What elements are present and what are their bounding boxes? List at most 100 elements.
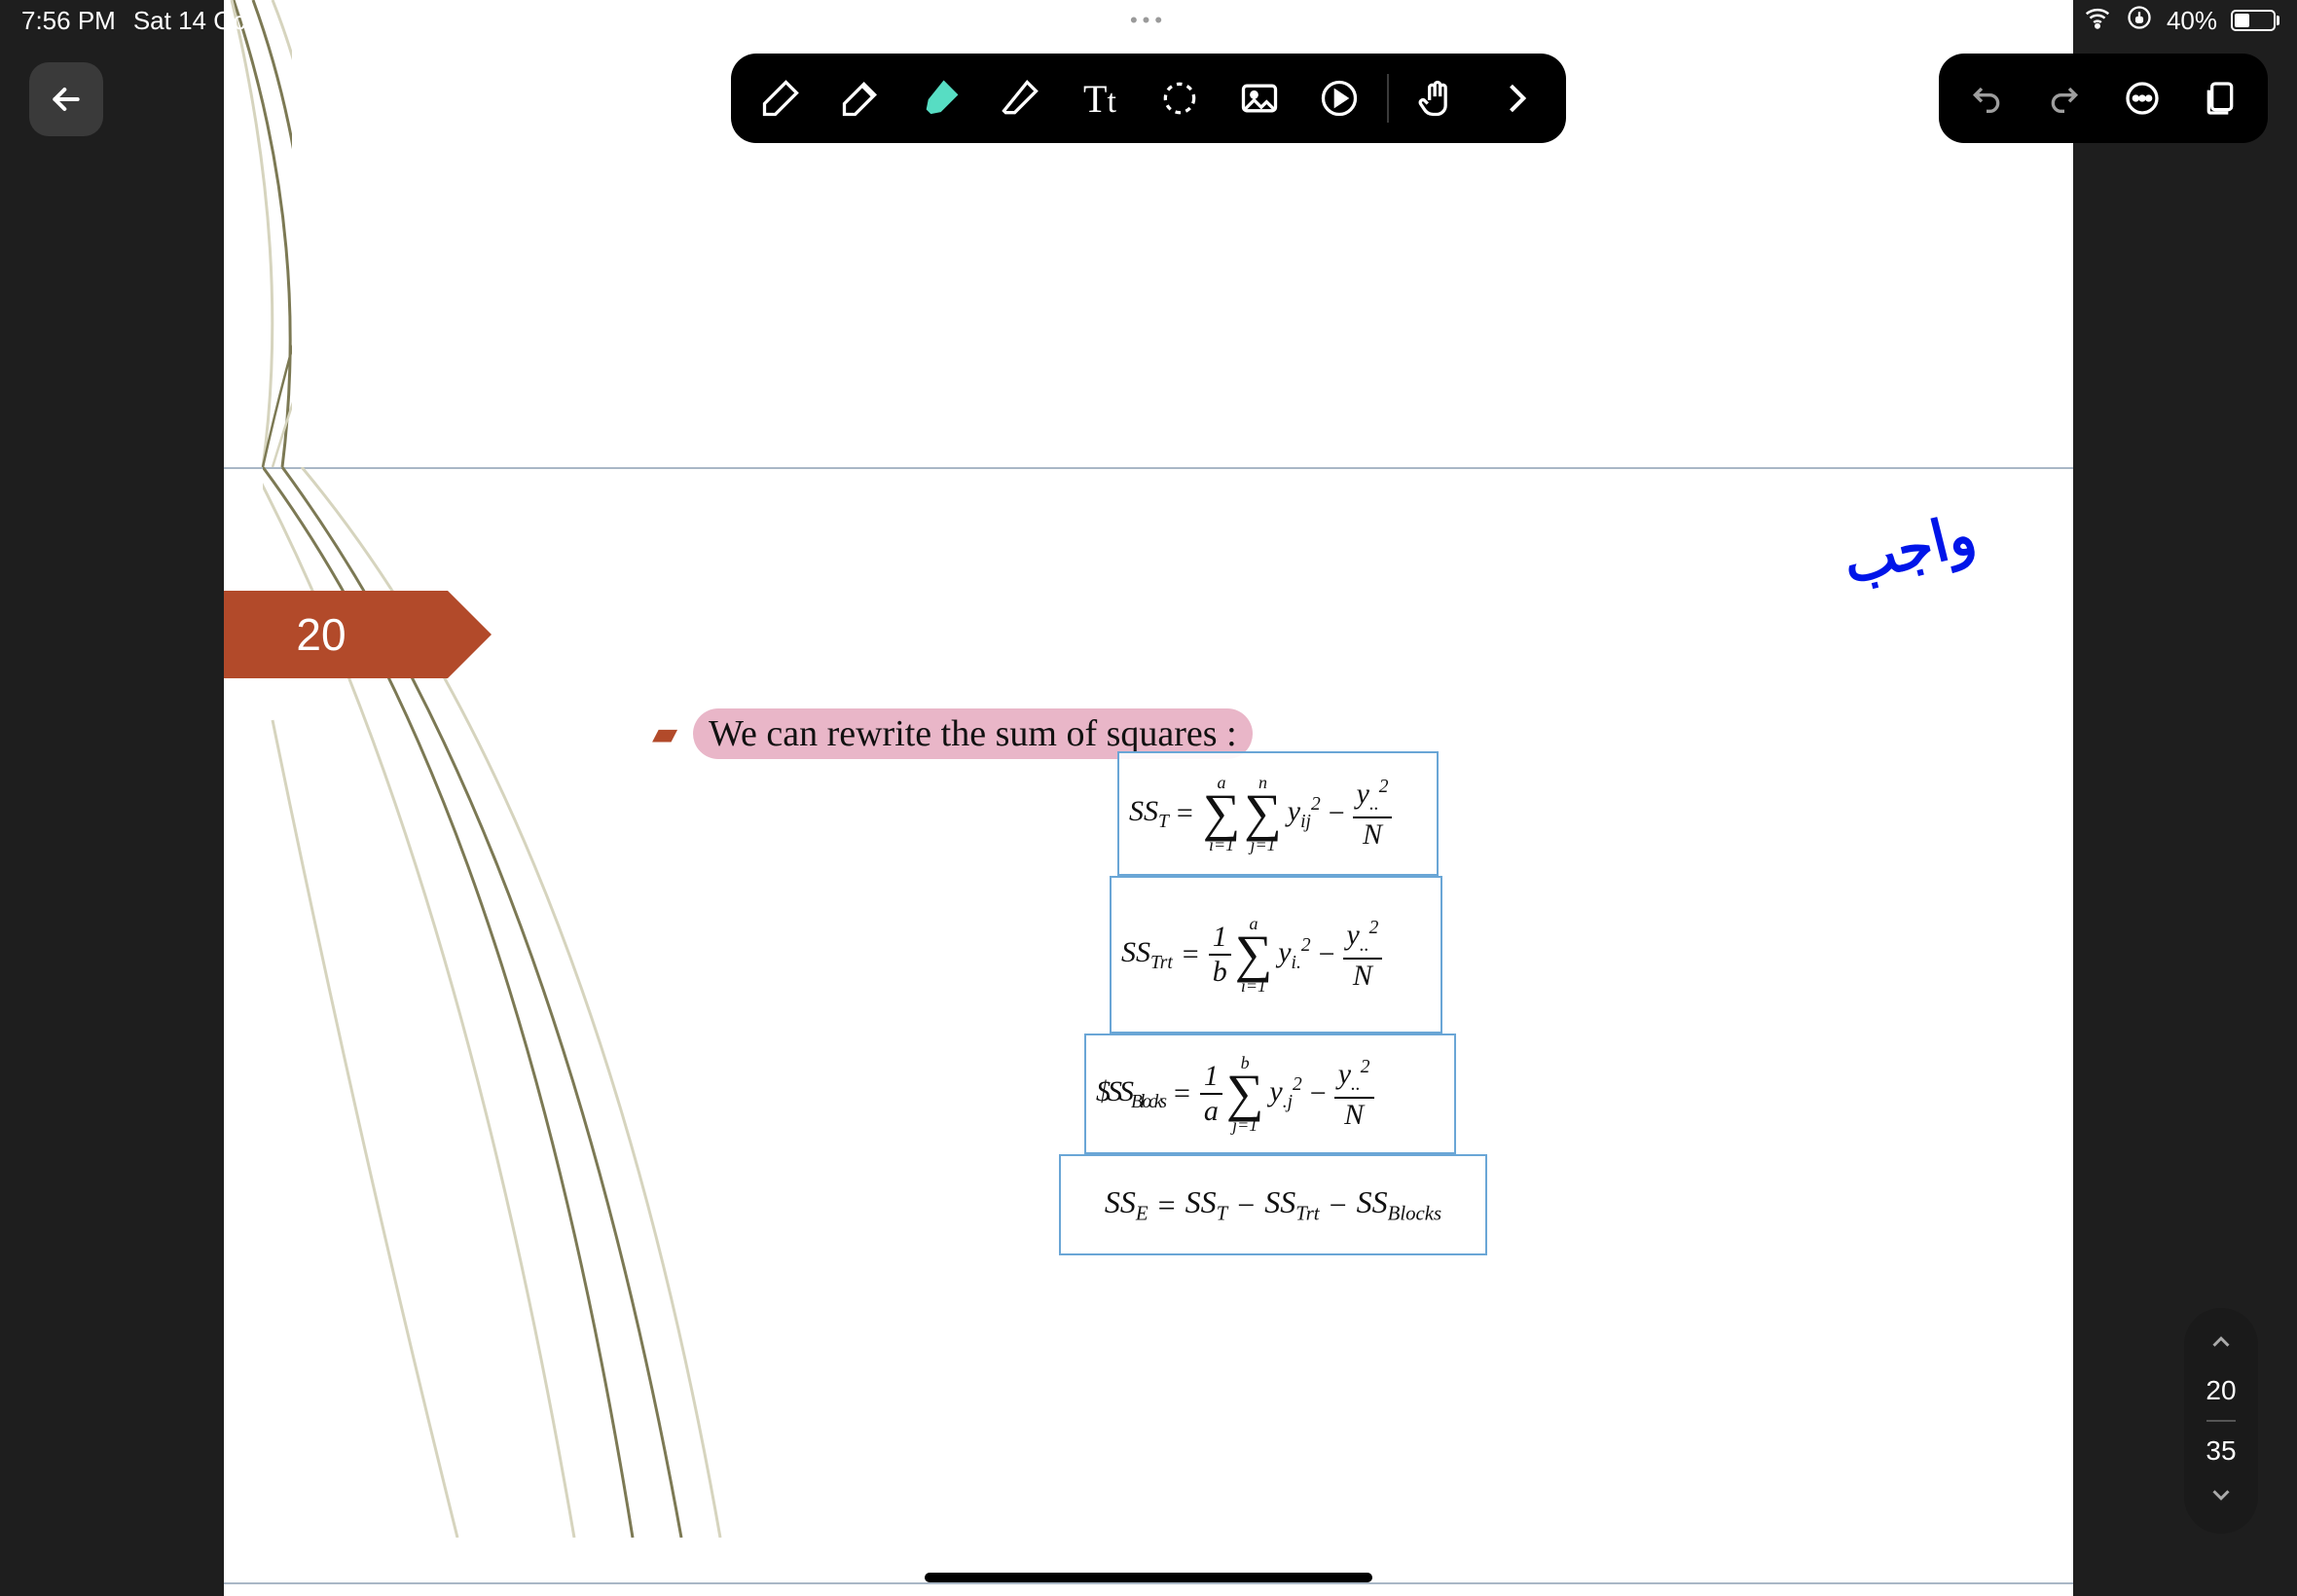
page-nav-down[interactable] <box>2206 1480 2236 1514</box>
wifi-icon <box>2083 3 2112 39</box>
multitask-dots-icon[interactable]: ••• <box>1130 8 1167 33</box>
f3-nb: y <box>1338 1058 1351 1090</box>
lasso-icon <box>1158 77 1201 120</box>
image-icon <box>1238 77 1281 120</box>
f1-lhs-main: SS <box>1129 795 1158 827</box>
status-date: Sat 14 Oct <box>133 6 253 36</box>
battery-fill <box>2235 14 2249 27</box>
document-canvas[interactable]: 20 واجب ▰ We can rewrite the sum of squa… <box>224 0 2073 1596</box>
f4-t1m: SS <box>1185 1184 1217 1219</box>
redo-icon <box>2045 79 2084 118</box>
f2-cn: 1 <box>1209 923 1231 956</box>
f3-d: N <box>1340 1099 1367 1130</box>
f4-t3s: Blocks <box>1388 1202 1441 1224</box>
f3-np: 2 <box>1361 1057 1370 1077</box>
handwriting-note: واجب <box>1837 500 1982 597</box>
undo-icon <box>1967 79 2006 118</box>
f3-cn: 1 <box>1200 1062 1222 1095</box>
f1-nb: y <box>1357 778 1369 810</box>
battery-percent: 40% <box>2167 6 2217 36</box>
formula-ss-blocks: $SSBlocks = 1 a b ∑ j=1 y.j2 − y..2 N <box>1084 1034 1456 1154</box>
home-indicator[interactable] <box>925 1573 1372 1582</box>
formula-ss-e: SSE = SST − SSTrt − SSBlocks <box>1059 1154 1487 1255</box>
eraser-tool[interactable] <box>982 60 1058 136</box>
status-time: 7:56 PM <box>21 6 116 36</box>
back-button[interactable] <box>29 62 103 136</box>
page-number-ribbon: 20 <box>224 591 448 678</box>
f2-d: N <box>1349 960 1376 991</box>
battery-icon <box>2231 10 2276 31</box>
f1-s2l: j=1 <box>1250 836 1275 853</box>
f4-t3m: SS <box>1357 1184 1388 1219</box>
highlighter-tool[interactable] <box>902 60 978 136</box>
more-icon <box>2123 79 2162 118</box>
undo-button[interactable] <box>1952 64 2021 132</box>
f3-cd: a <box>1200 1095 1222 1126</box>
play-icon <box>1318 77 1361 120</box>
redo-button[interactable] <box>2030 64 2098 132</box>
pencil-icon <box>839 77 882 120</box>
f3-lhs-main: SS <box>1108 1075 1131 1107</box>
status-left: 7:56 PM Sat 14 Oct <box>21 6 253 36</box>
chevron-down-icon <box>2206 1480 2236 1509</box>
f1-np: 2 <box>1379 777 1389 797</box>
f4-t2m: SS <box>1264 1184 1295 1219</box>
f2-cd: b <box>1209 956 1231 987</box>
eraser-icon <box>999 77 1041 120</box>
lasso-tool[interactable] <box>1142 60 1218 136</box>
hand-icon <box>1415 77 1458 120</box>
f3-ns: .. <box>1351 1074 1361 1095</box>
orientation-lock-icon <box>2126 4 2153 38</box>
f2-nb: y <box>1347 919 1360 951</box>
f3-tb: y <box>1269 1075 1282 1107</box>
pen-tool[interactable] <box>743 60 819 136</box>
f1-ts: ij <box>1300 812 1311 832</box>
toolbar-more[interactable] <box>1478 60 1554 136</box>
f2-lhs-main: SS <box>1121 936 1150 968</box>
highlighter-icon <box>919 77 962 120</box>
f2-tp: 2 <box>1301 935 1311 956</box>
chevron-up-icon <box>2206 1327 2236 1357</box>
text-icon: Tt <box>1083 76 1116 122</box>
page-margin-stripe <box>224 0 292 467</box>
page-nav-up[interactable] <box>2206 1327 2236 1361</box>
f4-l1m: SS <box>1105 1184 1136 1219</box>
status-bar: 7:56 PM Sat 14 Oct ••• 40% <box>0 0 2297 41</box>
f4-l1s: E <box>1136 1202 1148 1224</box>
page-break-bottom <box>224 1582 2073 1584</box>
f2-ns: .. <box>1360 935 1369 956</box>
page-nav-current: 20 <box>2206 1375 2236 1406</box>
media-tool[interactable] <box>1301 60 1377 136</box>
f3-ts: .j <box>1283 1092 1293 1112</box>
page-number-ribbon-label: 20 <box>296 608 346 661</box>
pen-icon <box>759 77 802 120</box>
f1-ns: .. <box>1369 794 1379 815</box>
f2-tb: y <box>1278 936 1291 968</box>
pages-button[interactable] <box>2186 64 2254 132</box>
page-nav-separator <box>2206 1420 2236 1422</box>
f3-lhs-sub: Blocks <box>1131 1092 1164 1112</box>
formula-ss-trt: SSTrt = 1 b a ∑ i=1 yi.2 − y..2 N <box>1110 876 1442 1034</box>
f3-tp: 2 <box>1293 1074 1302 1095</box>
f2-lhs-sub: Trt <box>1150 953 1173 973</box>
f1-tp: 2 <box>1311 794 1321 815</box>
pencil-tool[interactable] <box>822 60 898 136</box>
f4-t2s: Trt <box>1295 1202 1319 1224</box>
formula-ss-t: SST = a ∑ i=1 n ∑ j=1 yij2 − y..2 N <box>1117 751 1439 876</box>
f1-lhs-sub: T <box>1158 812 1169 832</box>
toolbar-divider <box>1387 74 1389 123</box>
hand-tool[interactable] <box>1399 60 1475 136</box>
f3-sl: j=1 <box>1232 1116 1258 1134</box>
chevron-right-icon <box>1495 77 1538 120</box>
f2-ts: i. <box>1292 953 1301 973</box>
f1-s1l: i=1 <box>1209 836 1234 853</box>
f4-t1s: T <box>1217 1202 1228 1224</box>
page-nav-total: 35 <box>2206 1435 2236 1467</box>
page-nav: 20 35 <box>2184 1308 2258 1534</box>
image-tool[interactable] <box>1221 60 1297 136</box>
more-menu-button[interactable] <box>2108 64 2176 132</box>
main-toolbar: Tt <box>731 54 1566 143</box>
f2-np: 2 <box>1369 918 1379 938</box>
arrow-left-icon <box>47 80 86 119</box>
text-tool[interactable]: Tt <box>1062 60 1138 136</box>
